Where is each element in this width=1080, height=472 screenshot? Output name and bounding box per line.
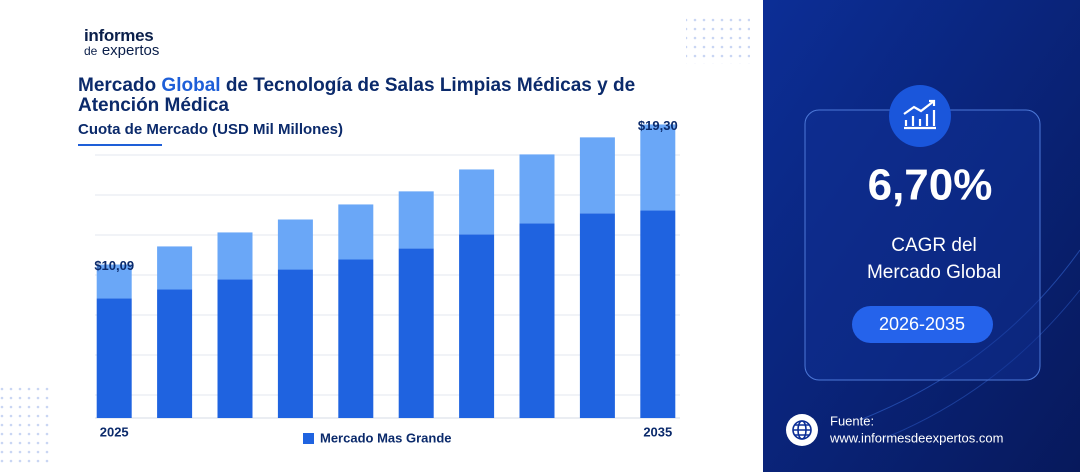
cagr-label: CAGR del xyxy=(891,235,977,256)
cagr-value: 6,70% xyxy=(868,161,993,210)
cagr-label: Mercado Global xyxy=(867,262,1001,283)
bar-segment xyxy=(277,219,313,270)
logo-text: de xyxy=(84,44,98,58)
globe-glyph xyxy=(792,420,812,440)
dot-pattern xyxy=(0,384,52,464)
title-part: Mercado xyxy=(78,75,157,96)
legend-label: Mercado Mas Grande xyxy=(320,430,452,445)
bar-segment xyxy=(579,137,615,214)
title-part: Global xyxy=(161,75,221,96)
bar-segment xyxy=(96,264,132,299)
bar-segment xyxy=(277,269,313,418)
period: 2026-2035 xyxy=(879,314,965,334)
dot-pattern xyxy=(686,14,750,64)
logo-text: expertos xyxy=(101,42,160,59)
bar-segment xyxy=(640,210,676,418)
bar-segment xyxy=(640,124,676,211)
trend-icon-glyph xyxy=(903,99,936,130)
bar-segment xyxy=(217,279,253,418)
chart-subtitle: Cuota de Mercado (USD Mil Millones) xyxy=(78,121,344,138)
bar-segment xyxy=(579,213,615,418)
x-tick-label: 2035 xyxy=(643,424,672,439)
bar-segment xyxy=(398,191,434,249)
bar-segment xyxy=(96,298,132,418)
logo-text: informes xyxy=(84,26,154,45)
x-tick-label: 2025 xyxy=(100,424,129,439)
trend-icon xyxy=(889,85,951,147)
bar-segment xyxy=(459,234,495,418)
bar-segment xyxy=(519,154,555,224)
bar-segment xyxy=(157,289,193,418)
total-label: $10,09 xyxy=(94,258,134,273)
legend-swatch xyxy=(303,433,314,444)
bar-segment xyxy=(338,259,374,418)
bar-segment xyxy=(338,204,374,260)
bar-segment xyxy=(459,169,495,235)
title-part: de Tecnología de Salas Limpias Médicas y… xyxy=(78,75,636,116)
bar-segment xyxy=(157,246,193,290)
source-label: Fuente: xyxy=(830,413,874,428)
bar-segment xyxy=(217,232,253,280)
bar-segment xyxy=(398,248,434,418)
bar-segment xyxy=(519,223,555,418)
source-url: www.informesdeexpertos.com xyxy=(829,430,1003,445)
total-label: $19,30 xyxy=(638,118,678,133)
chart-title: Mercado Global de Tecnología de Salas Li… xyxy=(78,76,678,116)
period-pill xyxy=(852,306,993,343)
logo: informes de expertos xyxy=(84,26,160,59)
